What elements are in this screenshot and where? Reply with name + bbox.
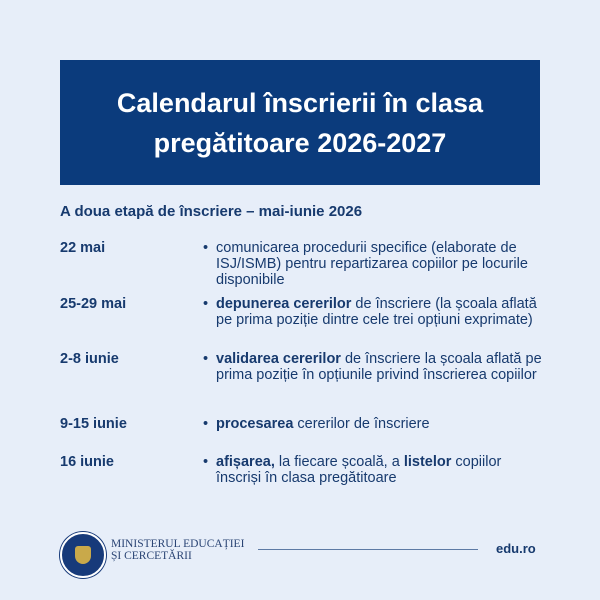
row-description: procesarea cererilor de înscriere <box>216 416 546 432</box>
bold-text: listelor <box>403 454 452 470</box>
row-description: afișarea, la fiecare școală, a listelor … <box>216 454 546 486</box>
text: comunicarea procedurii specifice (elabor… <box>216 240 528 288</box>
bullet-icon: • <box>203 240 209 256</box>
bold-text: validarea cererilor <box>216 351 341 367</box>
text: copiilor înscriși în clasa pregătitoare <box>216 454 502 486</box>
row-date: 22 mai <box>60 240 106 256</box>
bold-text: procesarea <box>216 416 294 432</box>
ministry-line-1: MINISTERUL EDUCAȚIEI <box>111 538 245 550</box>
row-date: 16 iunie <box>60 454 114 470</box>
divider <box>258 549 478 550</box>
row-date: 2-8 iunie <box>60 351 119 367</box>
row-description: validarea cererilor de înscriere la școa… <box>216 351 546 383</box>
ministry-line-2: ȘI CERCETĂRII <box>111 550 192 562</box>
ministry-name: MINISTERUL EDUCAȚIEI ȘI CERCETĂRII <box>111 538 244 562</box>
text: de înscriere la școala aflată pe prima p… <box>216 351 542 383</box>
government-seal-logo <box>60 532 106 578</box>
title-line-1: Calendarul înscrierii în clasa <box>116 87 484 118</box>
bullet-icon: • <box>203 296 209 312</box>
bold-text: afișarea, <box>216 454 275 470</box>
website-link[interactable]: edu.ro <box>496 541 536 556</box>
bullet-icon: • <box>203 351 209 367</box>
subtitle: A doua etapă de înscriere – mai-iunie 20… <box>60 203 363 220</box>
text: la fiecare școală, a <box>274 454 404 470</box>
bullet-icon: • <box>203 416 209 432</box>
coat-of-arms-icon <box>75 546 91 564</box>
title-line-2: pregătitoare 2026-2027 <box>153 127 447 158</box>
row-description: depunerea cererilor de înscriere (la șco… <box>216 296 546 328</box>
title-banner: Calendarul înscrierii în clasa pregătito… <box>60 60 540 185</box>
bullet-icon: • <box>203 454 209 470</box>
bold-text: depunerea cererilor <box>216 296 352 312</box>
text: de înscriere (la școala aflată pe prima … <box>216 296 537 328</box>
text: cererilor de înscriere <box>293 416 430 432</box>
row-date: 9-15 iunie <box>60 416 127 432</box>
row-date: 25-29 mai <box>60 296 127 312</box>
row-description: comunicarea procedurii specifice (elabor… <box>216 240 546 288</box>
